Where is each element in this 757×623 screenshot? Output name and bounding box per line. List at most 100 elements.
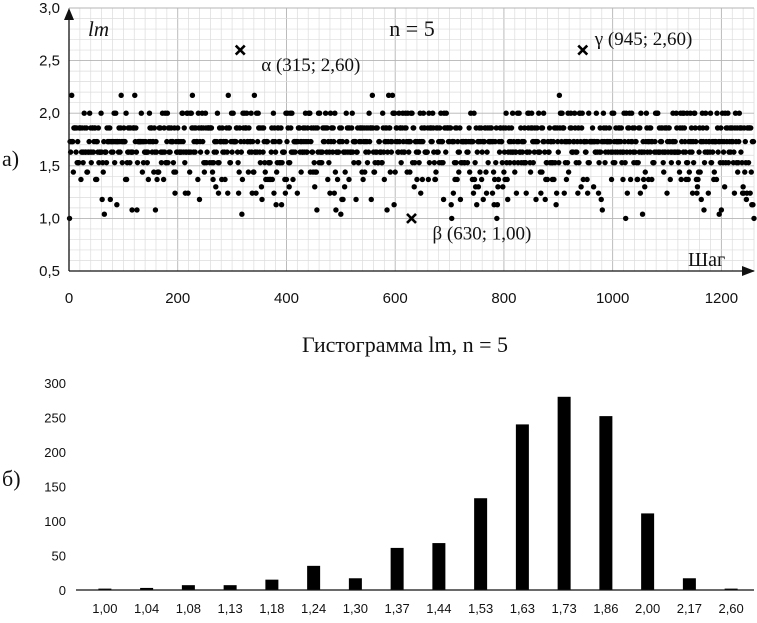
scatter-point [319,159,325,166]
scatter-point [583,149,589,155]
scatter-point [652,138,658,145]
scatter-point [689,190,696,196]
scatter-point [692,125,698,131]
scatter-point [509,110,516,116]
scatter-point [491,176,498,183]
scatter-point [429,138,435,145]
scatter-point [376,138,383,145]
scatter-point [682,138,688,145]
scatter-point [167,149,173,155]
scatter-point [219,125,226,131]
scatter-point [192,149,198,155]
scatter-point [602,159,608,166]
histogram-bar [557,396,571,590]
scatter-point [311,159,317,166]
histogram-x-tick-label: 2,17 [677,601,702,616]
scatter-point [351,159,357,166]
scatter-point [129,149,136,155]
scatter-point [216,159,222,166]
scatter-point [154,176,160,183]
scatter-point [412,159,418,166]
scatter-point [678,176,684,183]
scatter-point [210,159,217,166]
scatter-point [100,159,106,166]
scatter-point [161,125,167,131]
scatter-point [425,176,432,183]
scatter-point [332,169,339,175]
scatter-point [188,110,195,116]
scatter-point [282,190,289,196]
scatter-point [578,184,584,190]
scatter-point [254,138,261,145]
scatter-point [76,159,82,166]
scatter-point [533,196,539,203]
scatter-point [448,202,454,208]
scatter-point [628,110,635,116]
scatter-point [725,110,731,116]
scatter-point [287,159,293,166]
scatter-point [156,169,162,175]
scatter-point [734,169,741,175]
scatter-point [270,110,277,116]
scatter-point [296,125,303,131]
scatter-point [687,110,694,116]
scatter-point [327,110,334,116]
scatter-point [312,184,318,190]
scatter-point [635,159,641,166]
scatter-point [157,125,164,131]
scatter-point [637,190,644,196]
scatter-point [698,196,704,203]
scatter-point [600,110,607,116]
scatter-point [264,138,271,145]
scatter-point [258,184,265,190]
scatter-point [387,169,393,175]
scatter-point [455,138,461,145]
scatter-point [222,176,228,183]
scatter-point [396,138,403,145]
scatter-point [111,159,118,166]
histogram-x-tick-label: 1,18 [259,601,284,616]
scatter-point [586,159,592,166]
scatter-point [214,110,221,116]
scatter-point [701,207,707,213]
scatter-point [704,125,710,131]
scatter-point [686,169,693,175]
scatter-point [571,110,578,116]
scatter-point [561,190,567,196]
scatter-point [419,176,426,183]
scatter-point [186,169,193,175]
scatter-point [638,110,644,116]
scatter-point [215,190,222,196]
scatter-point [608,176,615,183]
scatter-point [95,125,102,131]
scatter-point [466,125,472,131]
scatter-point [675,159,682,166]
scatter-point [466,169,473,175]
scatter-point [117,149,123,155]
scatter-point [564,159,571,166]
scatter-point [223,138,229,145]
scatter-point [598,196,604,203]
scatter-point [495,184,501,190]
scatter-point [443,149,449,155]
scatter-point [343,110,349,116]
scatter-point [338,211,344,217]
scatter-point [720,149,727,155]
scatter-point [618,138,624,145]
scatter-point [474,149,480,155]
scatter-point [269,176,276,183]
scatter-point [338,125,345,131]
scatter-point [666,125,672,131]
scatter-point [333,207,339,213]
scatter-point [718,207,725,213]
scatter-point [546,125,553,131]
scatter-point [245,169,252,175]
scatter-point [283,176,290,183]
scatter-point [493,125,500,131]
scatter-point [556,159,562,166]
scatter-point [259,196,265,203]
scatter-point [107,125,113,131]
scatter-point [731,149,737,155]
scatter-point [414,176,420,183]
scatter-point [424,149,430,155]
